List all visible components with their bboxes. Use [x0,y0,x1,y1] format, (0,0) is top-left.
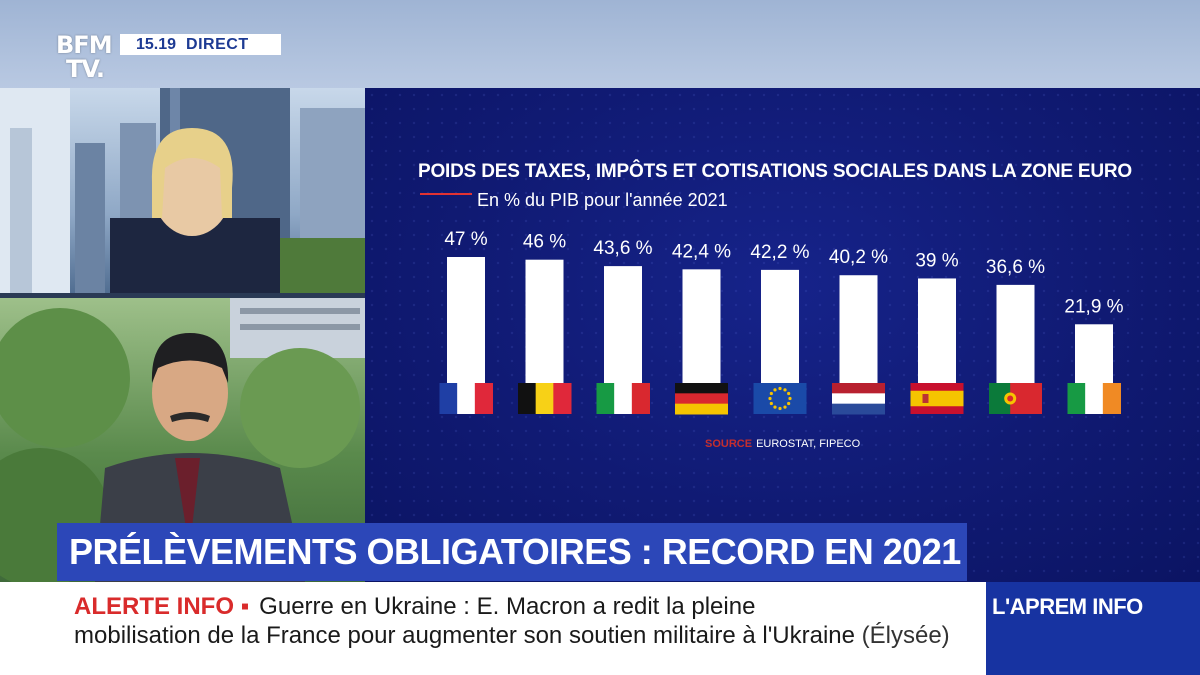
germany-flag-icon [675,383,728,415]
ticker-line-2: mobilisation de la France pour augmenter… [74,622,950,650]
italy-flag-icon [596,383,650,414]
portugal-flag-icon [989,383,1042,414]
headline-banner: PRÉLÈVEMENTS OBLIGATOIRES : RECORD EN 20… [57,523,967,581]
bar-irlande [1075,324,1113,383]
presenter-camera-top [0,88,365,298]
show-name: L'APREM INFO [992,594,1143,619]
value-label: 36,6 % [986,257,1045,278]
bar-belgique [525,259,564,383]
live-label: DIRECT [186,35,249,53]
bar-portugal [996,284,1035,383]
bar-chart: 47 % 46 % 43,6 % 42,4 % 42,2 % 40,2 % 39 % 36,6… [439,229,1124,415]
france-flag-icon [439,383,493,414]
bar-espagne [918,278,956,383]
value-label: 43,6 % [593,238,652,259]
clock-bar: 15.19 DIRECT [120,34,281,55]
ticker-text-2: mobilisation de la France pour augmenter… [74,622,855,649]
logo-line-1: BFM [56,31,113,59]
value-label: 39 % [915,250,958,271]
chart-title: POIDS DES TAXES, IMPÔTS ET COTISATIONS S… [418,161,1132,182]
value-label: 21,9 % [1064,296,1123,317]
value-label: 40,2 % [829,247,888,268]
ticker-line-1: ALERTE INFO ▪ Guerre en Ukraine : E. Macr… [74,593,755,621]
chart-panel: POIDS DES TAXES, IMPÔTS ET COTISATIONS S… [365,88,1200,582]
source-label: SOURCE [705,438,753,450]
top-bar: BFM TV. 15.19 DIRECT [0,0,1200,88]
value-label: 42,2 % [750,242,809,263]
presenter-scene-image [0,88,365,298]
ireland-flag-icon [1067,383,1121,414]
source-text: EUROSTAT, FIPECO [756,438,861,450]
show-name-tag: L'APREM INFO [986,582,1200,675]
bfmtv-logo: BFM TV. [56,33,114,85]
bar-italie [604,266,642,383]
subtitle-accent-line [420,193,472,195]
bar-zone-euro [761,269,799,383]
ticker-text-1: Guerre en Ukraine : E. Macron a redit la… [259,593,756,620]
bar-allemagne [682,269,721,383]
bar-france [447,257,485,383]
ticker-source: (Élysée) [861,622,950,649]
spain-flag-icon [910,383,964,414]
broadcast-time: 15.19 [136,35,177,53]
alert-label: ALERTE INFO ▪ [74,593,250,620]
news-ticker: ALERTE INFO ▪ Guerre en Ukraine : E. Macr… [0,582,986,675]
chart-subtitle: En % du PIB pour l'année 2021 [477,190,728,210]
logo-line-2: TV. [66,55,105,83]
value-label: 46 % [523,232,566,253]
value-label: 42,4 % [672,241,731,262]
value-label: 47 % [444,229,487,250]
netherlands-flag-icon [832,383,885,415]
bar-pays-bas [839,275,878,383]
belgium-flag-icon [518,383,572,414]
eu-flag-icon [753,383,807,414]
chart-source: SOURCE EUROSTAT, FIPECO [705,438,860,450]
